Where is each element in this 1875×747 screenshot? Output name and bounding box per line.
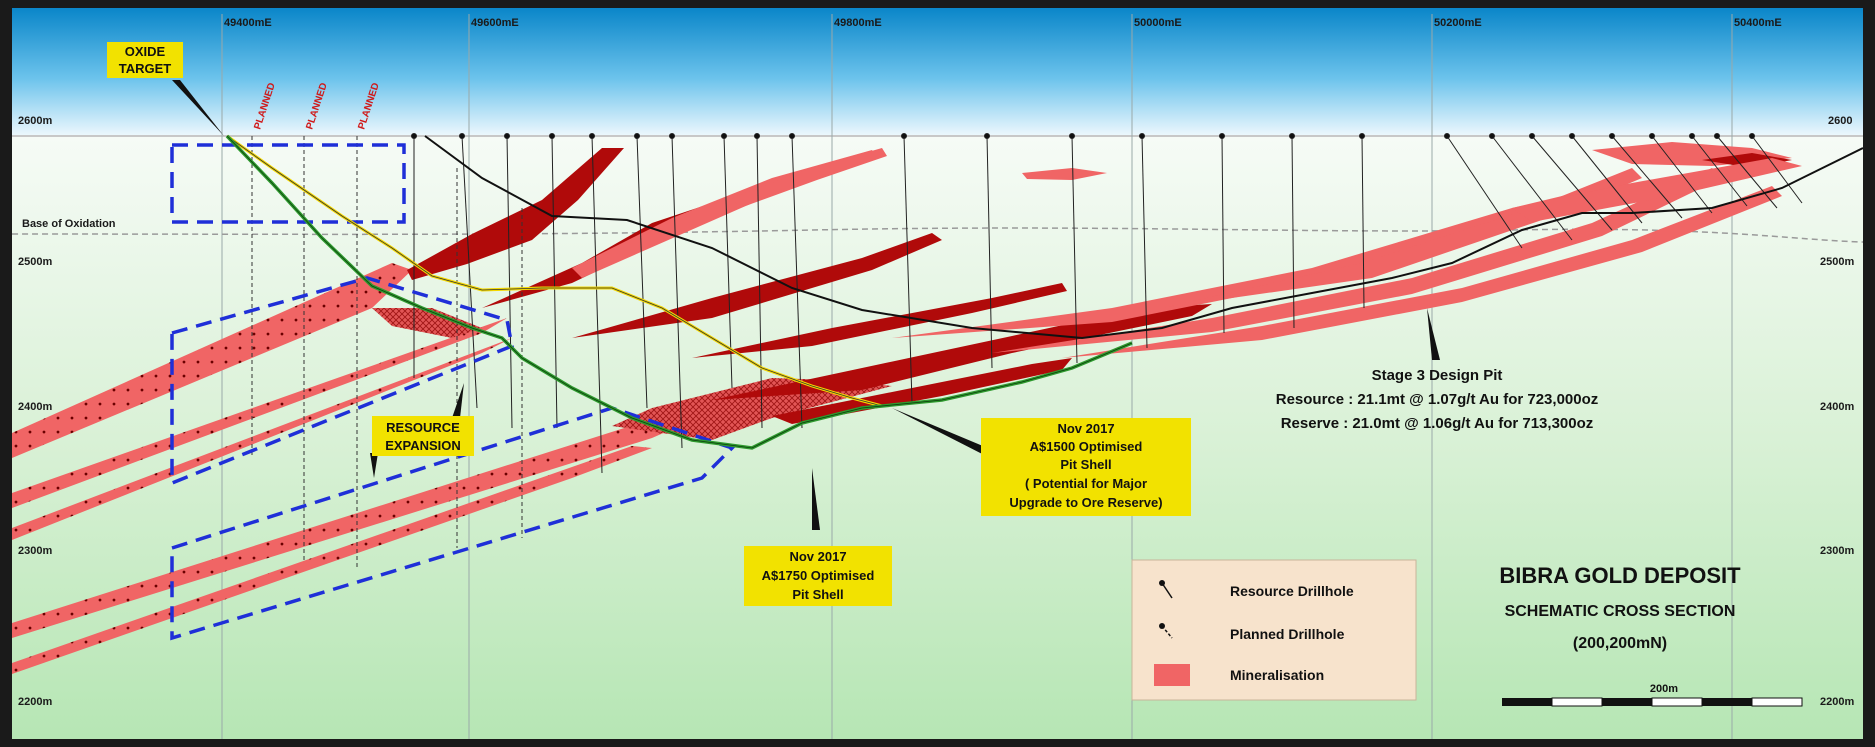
- sky-band: [12, 8, 1863, 136]
- elevation-label: 2600: [1828, 115, 1852, 127]
- base-of-oxidation-label: Base of Oxidation: [22, 218, 116, 230]
- planned-drillhole-icon: [1159, 623, 1173, 639]
- a1500-pit-callout: Nov 2017 A$1500 Optimised Pit Shell ( Po…: [981, 418, 1191, 516]
- lode-west-3-dots: [12, 338, 512, 540]
- lode-light-far-east-2: [1512, 158, 1802, 222]
- elevation-labels-left: 2600m 2500m 2400m 2300m 2200m: [18, 115, 52, 708]
- easting-label: 49400mE: [224, 17, 272, 29]
- easting-label: 49600mE: [471, 17, 519, 29]
- elevation-label: 2400m: [1820, 401, 1854, 413]
- lode-dark-deep-2: [772, 358, 1072, 424]
- legend-label: Planned Drillhole: [1230, 626, 1345, 642]
- resource-expansion-label-line: EXPANSION: [385, 438, 461, 453]
- elevation-label: 2300m: [18, 545, 52, 557]
- callout-pointers: [172, 80, 1440, 530]
- a1500-label-line: ( Potential for Major: [1025, 476, 1147, 491]
- elevation-label: 2500m: [18, 256, 52, 268]
- a1750-pointer: [812, 468, 820, 530]
- legend-label: Mineralisation: [1230, 667, 1324, 683]
- a1750-pit-callout: Nov 2017 A$1750 Optimised Pit Shell: [744, 546, 892, 606]
- scale-bar-label: 200m: [1650, 683, 1678, 695]
- easting-label: 50000mE: [1134, 17, 1182, 29]
- stage3-reserve: Reserve : 21.0mt @ 1.06g/t Au for 713,30…: [1281, 415, 1594, 432]
- a1750-label-line: Pit Shell: [792, 587, 843, 602]
- lode-west-1-dots: [12, 263, 412, 458]
- lode-dark-deep-1: [712, 304, 1212, 400]
- lode-dark-mid-3: [692, 283, 1067, 358]
- resource-expansion-pointer-2: [370, 453, 378, 478]
- stage3-callout: Stage 3 Design Pit Resource : 21.1mt @ 1…: [1276, 367, 1599, 432]
- a1750-label-line: Nov 2017: [789, 549, 846, 564]
- mineralisation-lodes: [12, 142, 1802, 674]
- lode-hatched-core: [612, 378, 892, 440]
- easting-label: 50400mE: [1734, 17, 1782, 29]
- resource-expansion-label-line: RESOURCE: [386, 420, 460, 435]
- lode-deep-1-dots: [12, 400, 732, 638]
- planned-drillholes: [251, 136, 523, 568]
- a1500-label-line: Upgrade to Ore Reserve): [1009, 495, 1162, 510]
- lode-west-2-dots: [12, 318, 507, 508]
- section-northing: (200,200mN): [1573, 635, 1667, 652]
- a1500-label-line: Nov 2017: [1057, 421, 1114, 436]
- cross-section-figure: 49400mE 49600mE 49800mE 50000mE 50200mE …: [12, 8, 1863, 739]
- legend-label: Resource Drillhole: [1230, 583, 1354, 599]
- elevation-label: 2200m: [1820, 696, 1854, 708]
- a1500-label-line: Pit Shell: [1060, 457, 1111, 472]
- lode-dark-mid-2: [572, 233, 942, 338]
- a1750-pit-shell-edge: [226, 135, 1133, 449]
- a1500-pointer: [892, 408, 1002, 460]
- lode-hatched-west: [372, 308, 482, 338]
- scale-bar: 200m: [1502, 683, 1803, 707]
- elevation-label: 2500m: [1820, 256, 1854, 268]
- stage3-pointer: [1427, 308, 1440, 360]
- title-block: BIBRA GOLD DEPOSIT SCHEMATIC CROSS SECTI…: [1499, 563, 1741, 652]
- elevation-labels-right: 2600 2500m 2400m 2300m 2200m: [1820, 115, 1854, 708]
- elevation-label: 2400m: [18, 401, 52, 413]
- lode-dark-upper: [407, 148, 624, 280]
- stage3-design-pit: [424, 135, 1863, 340]
- lode-light-lens: [1022, 168, 1107, 180]
- a1500-pit-shell-edge: [226, 135, 883, 407]
- a1750-label-line: A$1750 Optimised: [762, 568, 875, 583]
- elevation-label: 2600m: [18, 115, 52, 127]
- elevation-label: 2200m: [18, 696, 52, 708]
- oxide-target-pointer: [172, 80, 224, 136]
- easting-label: 49800mE: [834, 17, 882, 29]
- mineralisation-swatch-icon: [1154, 664, 1190, 686]
- resource-expansion-callout: RESOURCE EXPANSION: [372, 416, 474, 456]
- oxide-target-label-line: OXIDE: [125, 44, 166, 59]
- oxide-target-box: [170, 143, 406, 224]
- easting-labels: 49400mE 49600mE 49800mE 50000mE 50200mE …: [224, 17, 1782, 29]
- lode-light-east-1: [892, 184, 1622, 338]
- section-subtitle: SCHEMATIC CROSS SECTION: [1505, 603, 1736, 620]
- resource-expansion-box-lower: [170, 406, 736, 641]
- resource-expansion-box-upper: [170, 276, 514, 486]
- legend: Resource Drillhole Planned Drillhole Min…: [1131, 559, 1417, 701]
- stage3-title: Stage 3 Design Pit: [1372, 367, 1503, 384]
- resource-expansion-pointer-1: [452, 383, 464, 418]
- cross-section-canvas: 49400mE 49600mE 49800mE 50000mE 50200mE …: [12, 8, 1863, 739]
- stage3-resource: Resource : 21.1mt @ 1.07g/t Au for 723,0…: [1276, 391, 1599, 408]
- oxide-target-label-line: TARGET: [119, 61, 172, 76]
- oxide-target-callout: OXIDE TARGET: [107, 42, 183, 78]
- lode-light-upper-2: [732, 148, 887, 208]
- elevation-label: 2300m: [1820, 545, 1854, 557]
- a1500-label-line: A$1500 Optimised: [1030, 439, 1143, 454]
- target-boxes: [170, 143, 736, 641]
- easting-label: 50200mE: [1434, 17, 1482, 29]
- deposit-title: BIBRA GOLD DEPOSIT: [1499, 563, 1741, 588]
- resource-drillhole-icon: [1159, 580, 1173, 599]
